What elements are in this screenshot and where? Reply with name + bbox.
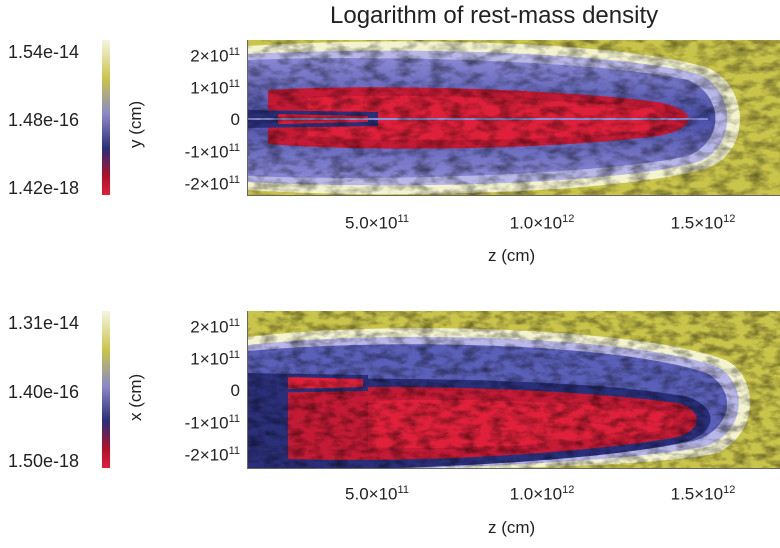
bottom-xtick: 5.0×1011 — [345, 484, 409, 504]
bottom-ytick: -1×1011 — [184, 413, 240, 433]
top-colorbar-label-min: 1.42e-18 — [8, 178, 80, 198]
bottom-colorbar-label-mid: 1.40e-16 — [8, 382, 80, 402]
top-y-axis-label: y (cm) — [126, 100, 145, 148]
bottom-x-axis-label: z (cm) — [488, 518, 536, 537]
top-density-panel — [247, 40, 780, 196]
top-ytick: 2×1011 — [190, 46, 240, 66]
bottom-y-axis-label: x (cm) — [126, 373, 145, 421]
top-xtick: 1.0×1012 — [509, 213, 575, 233]
top-colorbar-label-max: 1.54e-14 — [8, 42, 80, 62]
top-ytick: 0 — [230, 110, 240, 129]
top-xtick: 1.5×1012 — [670, 213, 736, 233]
figure-title: Logarithm of rest-mass density — [330, 2, 659, 29]
top-colorbar — [102, 40, 110, 195]
bottom-density-panel — [247, 311, 780, 469]
bottom-ytick: 1×1011 — [190, 349, 240, 369]
bottom-colorbar — [102, 311, 110, 468]
bottom-ytick: 2×1011 — [190, 317, 240, 337]
bottom-colorbar-label-min: 1.50e-18 — [8, 451, 80, 471]
top-ytick: 1×1011 — [190, 78, 240, 98]
bottom-xtick: 1.5×1012 — [670, 484, 736, 504]
bottom-xtick: 1.0×1012 — [509, 484, 575, 504]
top-x-axis-label: z (cm) — [488, 246, 536, 265]
bottom-ytick: 0 — [230, 381, 240, 400]
top-ytick: -1×1011 — [184, 142, 240, 162]
top-ytick: -2×1011 — [184, 174, 240, 194]
bottom-ytick: -2×1011 — [184, 445, 240, 465]
bottom-colorbar-label-max: 1.31e-14 — [8, 313, 80, 333]
top-xtick: 5.0×1011 — [345, 213, 409, 233]
top-colorbar-label-mid: 1.48e-16 — [8, 110, 80, 130]
